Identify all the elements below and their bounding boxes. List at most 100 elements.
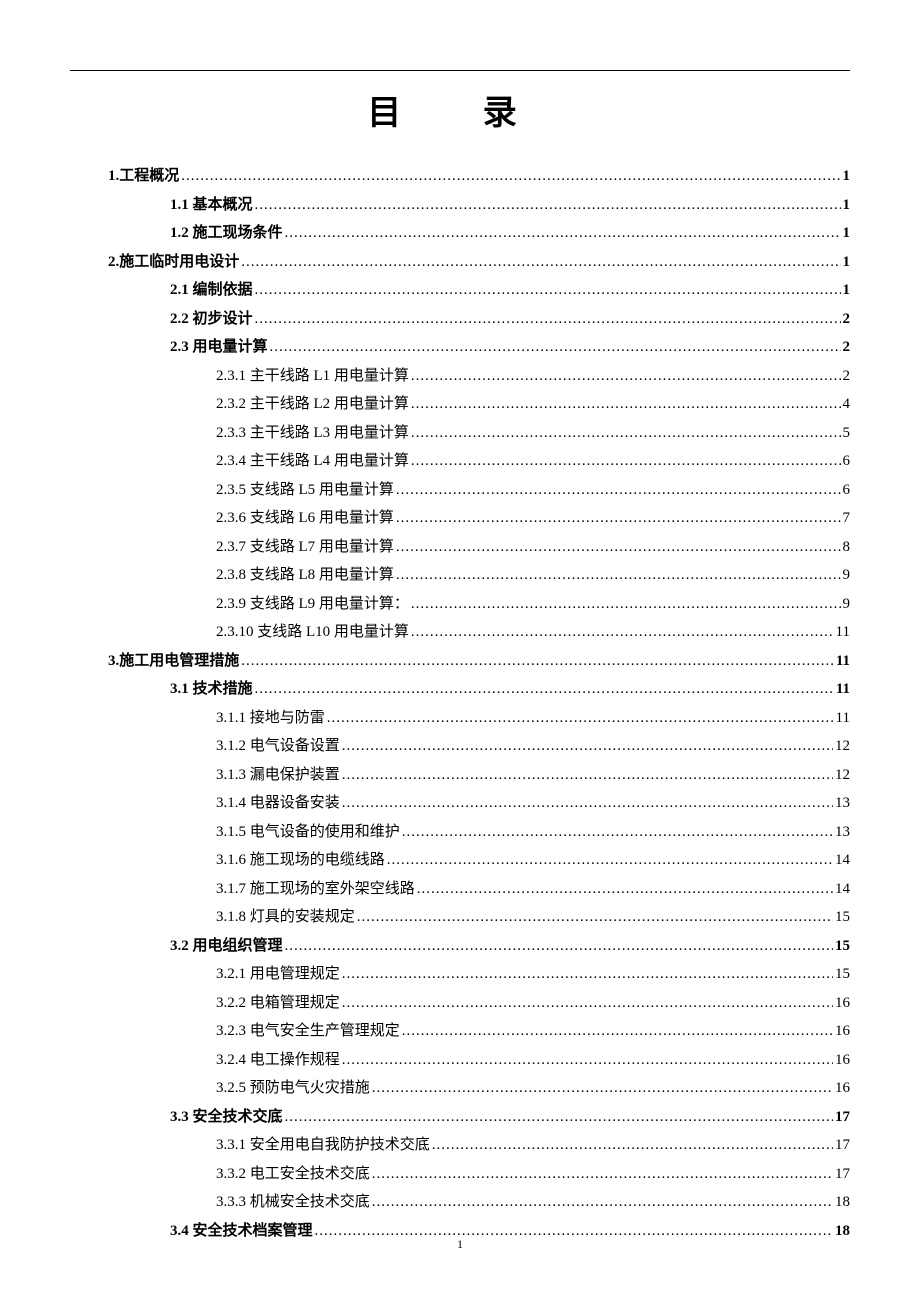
toc-entry-page: 14 xyxy=(835,875,850,904)
toc-entry-page: 17 xyxy=(835,1103,850,1132)
toc-entry-page: 13 xyxy=(835,789,850,818)
toc-entry-label: 3.1.1 接地与防雷 xyxy=(216,704,325,733)
toc-entry-page: 16 xyxy=(835,1017,850,1046)
toc-entry-page: 4 xyxy=(843,390,851,419)
toc-entry: 3.3.2 电工安全技术交底17 xyxy=(70,1160,850,1189)
toc-leader-dots xyxy=(241,647,834,676)
toc-entry: 2.3.4 主干线路 L4 用电量计算 6 xyxy=(70,447,850,476)
toc-entry-label: 2.1 编制依据 xyxy=(170,276,253,305)
toc-entry-page: 5 xyxy=(843,419,851,448)
toc-entry-page: 2 xyxy=(843,362,851,391)
toc-leader-dots xyxy=(342,732,833,761)
toc-leader-dots xyxy=(342,1046,833,1075)
toc-entry-page: 16 xyxy=(835,989,850,1018)
toc-entry-page: 7 xyxy=(843,504,851,533)
toc-entry-label: 2.3.6 支线路 L6 用电量计算 xyxy=(216,504,394,533)
toc-entry: 1.1 基本概况1 xyxy=(70,191,850,220)
toc-entry-label: 2.3.10 支线路 L10 用电量计算 xyxy=(216,618,409,647)
toc-leader-dots xyxy=(411,419,841,448)
toc-entry-label: 3.2.4 电工操作规程 xyxy=(216,1046,340,1075)
toc-entry: 2.3.1 主干线路 L1 用电量计算 2 xyxy=(70,362,850,391)
document-page: 目 录 1.工程概况11.1 基本概况11.2 施工现场条件12.施工临时用电设… xyxy=(0,0,920,1302)
toc-entry-page: 15 xyxy=(835,960,850,989)
toc-leader-dots xyxy=(255,191,841,220)
toc-entry: 3.1.2 电气设备设置 12 xyxy=(70,732,850,761)
toc-entry-label: 1.2 施工现场条件 xyxy=(170,219,283,248)
toc-list: 1.工程概况11.1 基本概况11.2 施工现场条件12.施工临时用电设计12.… xyxy=(70,162,850,1245)
toc-leader-dots xyxy=(372,1188,833,1217)
toc-entry: 3.2.3 电气安全生产管理规定16 xyxy=(70,1017,850,1046)
toc-entry-page: 16 xyxy=(835,1074,850,1103)
toc-leader-dots xyxy=(402,818,833,847)
toc-leader-dots xyxy=(396,504,841,533)
toc-entry: 2.3.7 支线路 L7 用电量计算 8 xyxy=(70,533,850,562)
toc-leader-dots xyxy=(327,704,834,733)
toc-leader-dots xyxy=(372,1074,833,1103)
toc-entry: 3.1.6 施工现场的电缆线路14 xyxy=(70,846,850,875)
toc-entry-label: 2.3.7 支线路 L7 用电量计算 xyxy=(216,533,394,562)
toc-entry: 2.2 初步设计2 xyxy=(70,305,850,334)
toc-leader-dots xyxy=(285,1103,833,1132)
toc-entry: 2.3.8 支线路 L8 用电量计算9 xyxy=(70,561,850,590)
toc-entry-label: 2.3 用电量计算 xyxy=(170,333,268,362)
toc-title: 目 录 xyxy=(70,85,850,134)
toc-entry-page: 1 xyxy=(843,219,851,248)
toc-leader-dots xyxy=(285,219,841,248)
toc-leader-dots xyxy=(396,561,841,590)
toc-entry-page: 11 xyxy=(836,675,850,704)
toc-entry-page: 9 xyxy=(843,590,851,619)
toc-leader-dots xyxy=(342,761,833,790)
toc-entry-label: 2.3.4 主干线路 L4 用电量计算 xyxy=(216,447,409,476)
toc-entry-label: 3.2.5 预防电气火灾措施 xyxy=(216,1074,370,1103)
toc-entry-label: 2.3.1 主干线路 L1 用电量计算 xyxy=(216,362,409,391)
toc-entry-page: 12 xyxy=(835,732,850,761)
toc-leader-dots xyxy=(285,932,833,961)
toc-entry-page: 17 xyxy=(835,1131,850,1160)
toc-entry-label: 3.2 用电组织管理 xyxy=(170,932,283,961)
toc-entry: 3.3 安全技术交底17 xyxy=(70,1103,850,1132)
toc-entry-page: 8 xyxy=(843,533,851,562)
toc-entry-page: 12 xyxy=(835,761,850,790)
toc-leader-dots xyxy=(270,333,841,362)
toc-entry-page: 1 xyxy=(843,276,851,305)
toc-entry-page: 9 xyxy=(843,561,851,590)
toc-entry-label: 3.1.2 电气设备设置 xyxy=(216,732,340,761)
toc-entry-page: 2 xyxy=(843,333,851,362)
toc-entry-page: 6 xyxy=(843,447,851,476)
toc-entry: 3.1.1 接地与防雷 11 xyxy=(70,704,850,733)
toc-entry-label: 2.施工临时用电设计 xyxy=(108,248,239,277)
page-number: 1 xyxy=(0,1237,920,1252)
toc-entry: 3.3.3 机械安全技术交底18 xyxy=(70,1188,850,1217)
toc-entry: 2.3.6 支线路 L6 用电量计算 7 xyxy=(70,504,850,533)
toc-entry-page: 13 xyxy=(835,818,850,847)
toc-leader-dots xyxy=(411,362,841,391)
toc-entry: 2.施工临时用电设计1 xyxy=(70,248,850,277)
toc-entry-label: 2.3.2 主干线路 L2 用电量计算 xyxy=(216,390,409,419)
toc-entry: 2.3.9 支线路 L9 用电量计算：9 xyxy=(70,590,850,619)
toc-entry-page: 2 xyxy=(843,305,851,334)
toc-leader-dots xyxy=(417,875,833,904)
toc-leader-dots xyxy=(342,989,833,1018)
toc-leader-dots xyxy=(255,305,841,334)
toc-entry-page: 1 xyxy=(843,162,851,191)
toc-leader-dots xyxy=(396,533,841,562)
toc-leader-dots xyxy=(411,447,841,476)
toc-entry-page: 17 xyxy=(835,1160,850,1189)
toc-entry: 3.1.5 电气设备的使用和维护13 xyxy=(70,818,850,847)
toc-entry: 3.2.1 用电管理规定 15 xyxy=(70,960,850,989)
toc-entry: 3.2 用电组织管理15 xyxy=(70,932,850,961)
toc-leader-dots xyxy=(342,960,833,989)
toc-entry-page: 11 xyxy=(836,618,850,647)
toc-entry: 2.1 编制依据 1 xyxy=(70,276,850,305)
toc-entry-label: 3.3.1 安全用电自我防护技术交底 xyxy=(216,1131,430,1160)
toc-entry-label: 2.3.5 支线路 L5 用电量计算 xyxy=(216,476,394,505)
toc-entry-page: 1 xyxy=(843,191,851,220)
toc-leader-dots xyxy=(255,675,834,704)
toc-entry: 2.3.5 支线路 L5 用电量计算6 xyxy=(70,476,850,505)
toc-entry-label: 3.2.1 用电管理规定 xyxy=(216,960,340,989)
toc-entry: 3.1.4 电器设备安装13 xyxy=(70,789,850,818)
toc-leader-dots xyxy=(181,162,840,191)
toc-entry: 3.1.3 漏电保护装置12 xyxy=(70,761,850,790)
toc-leader-dots xyxy=(396,476,841,505)
toc-entry-page: 11 xyxy=(836,704,850,733)
